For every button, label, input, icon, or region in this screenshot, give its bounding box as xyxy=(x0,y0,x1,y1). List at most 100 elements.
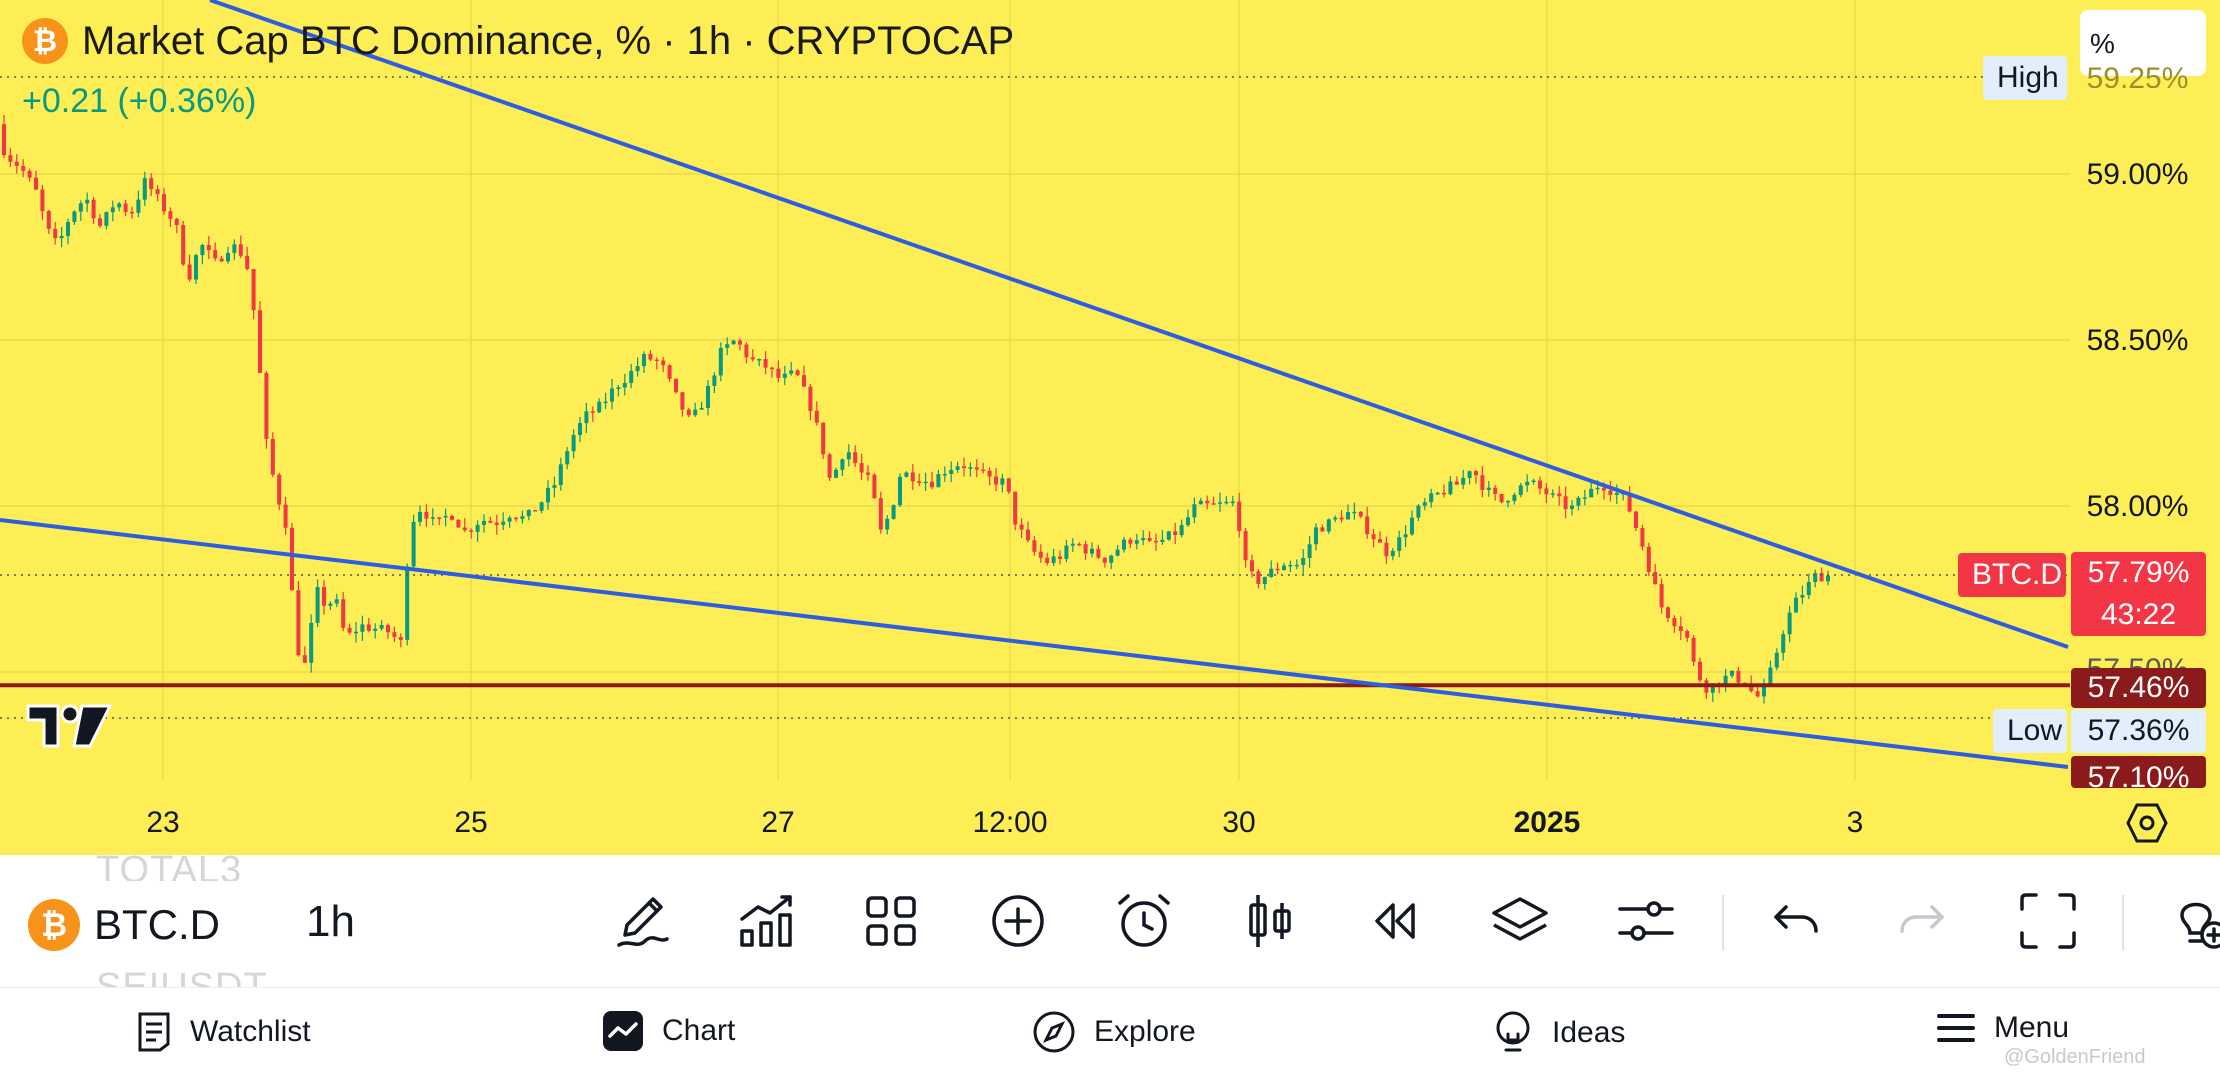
drawing-tools-button[interactable] xyxy=(611,889,675,953)
candle-up xyxy=(725,344,730,348)
candle-up xyxy=(1595,487,1600,490)
candle-up xyxy=(891,505,896,519)
time-label: 27 xyxy=(761,806,795,839)
candle-up xyxy=(1282,565,1286,571)
indicators-button[interactable] xyxy=(734,889,798,953)
candle-down xyxy=(1237,501,1242,531)
candle-up xyxy=(731,340,736,345)
candle-down xyxy=(437,517,442,519)
bottom-navigation: Watchlist Chart Explore Ideas Menu xyxy=(0,987,2220,1081)
candle-up xyxy=(1000,478,1005,485)
candle-down xyxy=(1320,527,1325,532)
candle-up xyxy=(629,370,634,383)
chart-title[interactable]: Market Cap BTC Dominance, % · 1h · CRYPT… xyxy=(82,18,1015,63)
watermark: @GoldenFriend xyxy=(2004,1046,2146,1068)
candle-up xyxy=(1576,497,1581,506)
candle-down xyxy=(1563,496,1568,510)
redo-button[interactable] xyxy=(1890,889,1954,953)
candle-down xyxy=(1640,528,1645,547)
fullscreen-button[interactable] xyxy=(2016,889,2080,953)
compass-icon xyxy=(1033,1011,1075,1053)
unit-selector[interactable]: % xyxy=(2080,10,2206,76)
candle-up xyxy=(1710,683,1715,693)
layout-button[interactable] xyxy=(859,889,923,953)
chart-type-button[interactable] xyxy=(1238,889,1302,953)
layers-button[interactable] xyxy=(1488,889,1552,953)
candle-up xyxy=(1090,548,1094,554)
candle-down xyxy=(770,367,774,370)
replay-button[interactable] xyxy=(1363,889,1427,953)
alert-button[interactable] xyxy=(1112,889,1176,953)
candle-down xyxy=(1205,500,1210,504)
candle-up xyxy=(789,370,794,374)
candle-up xyxy=(610,388,614,402)
candle-up xyxy=(526,510,531,517)
chart-area[interactable]: ₿ Market Cap BTC Dominance, % · 1h · CRY… xyxy=(0,0,2220,855)
candle-down xyxy=(1096,548,1101,558)
candle-down xyxy=(162,194,166,212)
candle-down xyxy=(258,310,262,373)
candle-up xyxy=(1397,537,1402,551)
candle-up xyxy=(1525,481,1530,486)
symbol-tag: BTC.D xyxy=(1958,553,2066,597)
price-label-top-partial: 59.25% xyxy=(2086,62,2189,88)
candle-down xyxy=(917,481,922,484)
nav-ideas[interactable]: Ideas xyxy=(1492,1010,1625,1056)
candle-up xyxy=(616,387,621,389)
interval-selector[interactable]: 1h xyxy=(306,897,355,946)
candle-up xyxy=(622,382,627,388)
ideas-publish-button[interactable] xyxy=(2170,889,2220,953)
nav-watchlist[interactable]: Watchlist xyxy=(136,1010,311,1054)
fullscreen-icon xyxy=(2020,893,2076,949)
candle-down xyxy=(424,511,429,519)
candle-up xyxy=(520,516,525,519)
candle-down xyxy=(1499,493,1504,503)
candle-down xyxy=(1045,557,1050,564)
redo-icon xyxy=(1900,905,1944,933)
chart-settings-icon[interactable] xyxy=(2126,802,2168,844)
candle-up xyxy=(558,464,563,486)
chart-settings-button[interactable] xyxy=(1614,889,1678,953)
lower-trendline[interactable] xyxy=(0,518,2069,769)
candle-down xyxy=(648,354,653,360)
candle-up xyxy=(1730,670,1734,676)
symbol-selector[interactable]: ₿ BTC.D xyxy=(28,899,220,951)
tradingview-logo[interactable] xyxy=(26,702,113,755)
candle-down xyxy=(14,161,19,166)
toolbar-divider xyxy=(2122,895,2124,951)
candle-down xyxy=(738,340,742,345)
candle-up xyxy=(1781,634,1786,653)
candle-up xyxy=(718,347,723,376)
chart-header: ₿ Market Cap BTC Dominance, % · 1h · CRY… xyxy=(22,18,1014,64)
nav-chart[interactable]: Chart xyxy=(602,1010,735,1052)
candle-down xyxy=(462,527,467,531)
chart-canvas[interactable] xyxy=(0,0,2070,855)
candle-down xyxy=(795,370,800,376)
candle-down xyxy=(1378,539,1382,543)
candle-down xyxy=(1480,475,1485,491)
candle-up xyxy=(1806,581,1811,596)
candle-up xyxy=(1186,517,1190,526)
candle-up xyxy=(72,211,77,222)
candle-down xyxy=(155,189,160,195)
candle-up xyxy=(1506,500,1510,503)
candle-down xyxy=(1147,537,1152,541)
nav-ideas-label: Ideas xyxy=(1552,1016,1626,1049)
add-button[interactable] xyxy=(986,889,1050,953)
candle-down xyxy=(776,368,781,378)
upper-trendline[interactable] xyxy=(209,0,2069,649)
candle-down xyxy=(1653,572,1658,585)
candle-up xyxy=(706,385,710,408)
candle-down xyxy=(686,409,691,416)
candle-up xyxy=(1115,549,1120,556)
candle-down xyxy=(1211,503,1216,505)
nav-menu[interactable]: Menu xyxy=(1936,1010,2069,1046)
time-label: 12:00 xyxy=(972,806,1048,839)
candle-up xyxy=(1307,544,1312,559)
candle-up xyxy=(942,473,947,476)
candle-down xyxy=(802,375,806,387)
candle-down xyxy=(1691,637,1696,662)
candle-up xyxy=(923,481,928,484)
nav-explore[interactable]: Explore xyxy=(1032,1010,1196,1054)
undo-button[interactable] xyxy=(1764,889,1828,953)
